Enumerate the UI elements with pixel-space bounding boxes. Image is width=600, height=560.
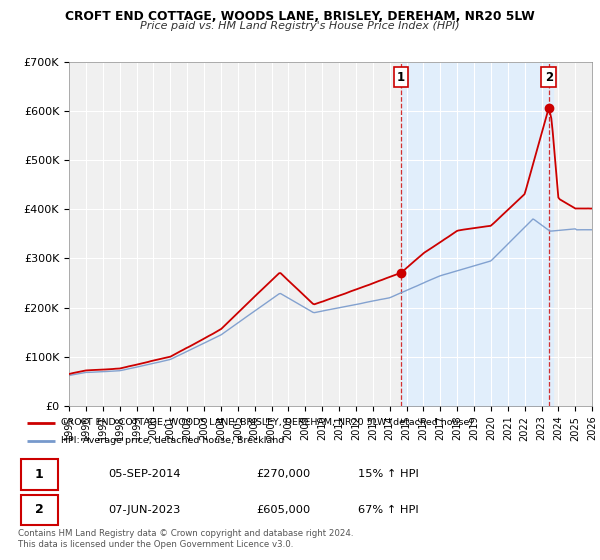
Text: £270,000: £270,000 <box>256 469 310 479</box>
FancyBboxPatch shape <box>21 495 58 525</box>
Text: CROFT END COTTAGE, WOODS LANE, BRISLEY, DEREHAM, NR20 5LW (detached house): CROFT END COTTAGE, WOODS LANE, BRISLEY, … <box>61 418 473 427</box>
FancyBboxPatch shape <box>21 459 58 489</box>
Text: 1: 1 <box>35 468 43 480</box>
Text: 05-SEP-2014: 05-SEP-2014 <box>109 469 181 479</box>
Text: HPI: Average price, detached house, Breckland: HPI: Average price, detached house, Brec… <box>61 436 284 445</box>
Text: 07-JUN-2023: 07-JUN-2023 <box>109 505 181 515</box>
Text: Price paid vs. HM Land Registry's House Price Index (HPI): Price paid vs. HM Land Registry's House … <box>140 21 460 31</box>
Text: 15% ↑ HPI: 15% ↑ HPI <box>358 469 419 479</box>
Text: 1: 1 <box>397 71 405 83</box>
Text: Contains HM Land Registry data © Crown copyright and database right 2024.
This d: Contains HM Land Registry data © Crown c… <box>18 529 353 549</box>
Text: 67% ↑ HPI: 67% ↑ HPI <box>358 505 419 515</box>
Text: CROFT END COTTAGE, WOODS LANE, BRISLEY, DEREHAM, NR20 5LW: CROFT END COTTAGE, WOODS LANE, BRISLEY, … <box>65 10 535 23</box>
Text: £605,000: £605,000 <box>256 505 310 515</box>
Text: 2: 2 <box>35 503 43 516</box>
Text: 2: 2 <box>545 71 553 83</box>
